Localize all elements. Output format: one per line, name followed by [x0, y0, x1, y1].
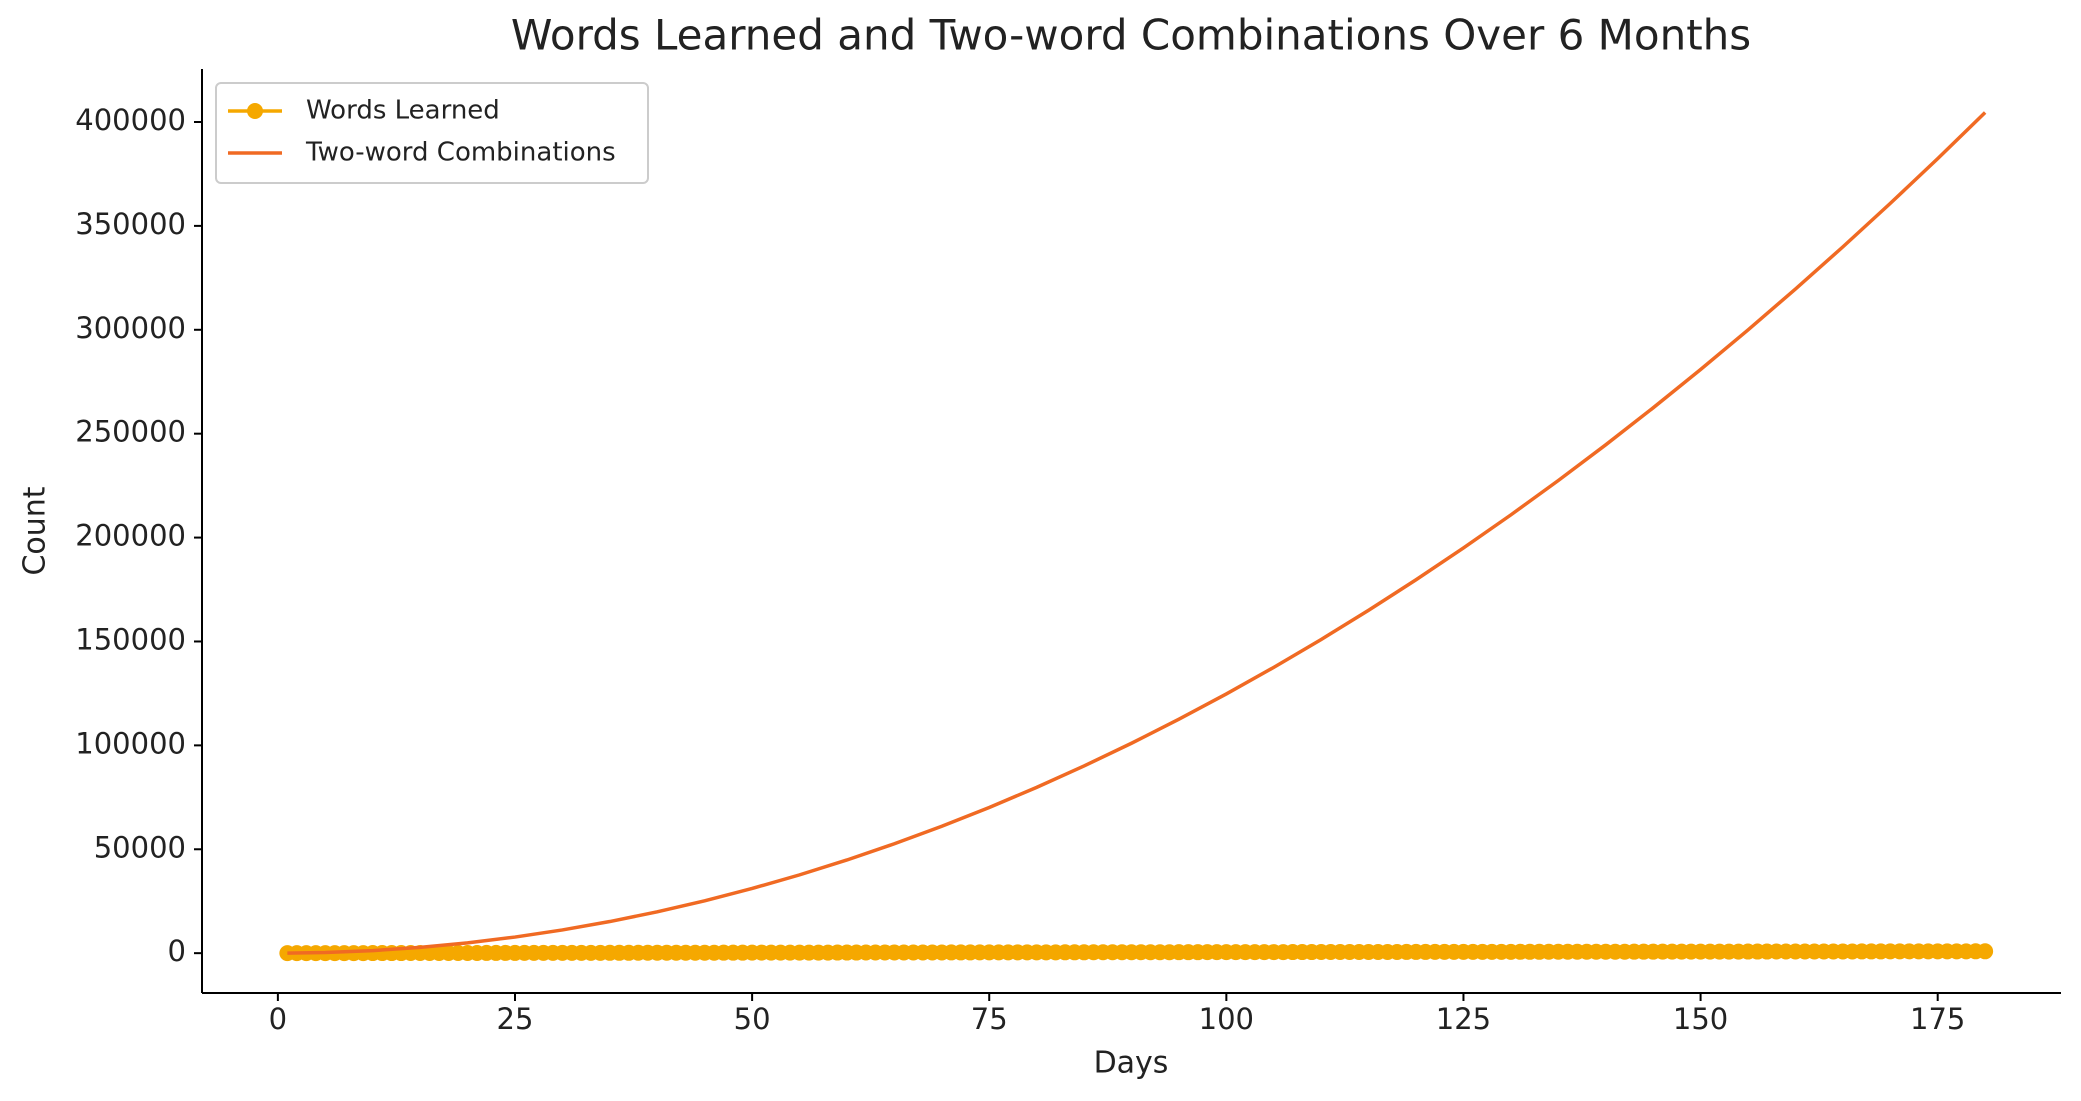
legend-label: Two-word Combinations: [305, 138, 616, 168]
x-axis-label: Days: [1094, 1046, 1169, 1081]
y-tick-label: 400000: [75, 103, 186, 137]
marker: [1977, 943, 1994, 960]
x-tick-label: 0: [269, 1002, 287, 1036]
legend-box: [215, 82, 649, 184]
y-tick-label: 250000: [75, 415, 186, 449]
x-tick-label: 50: [734, 1002, 771, 1036]
y-tick-label: 100000: [75, 726, 186, 760]
y-axis-label: Count: [18, 486, 53, 575]
x-tick-label: 125: [1436, 1002, 1491, 1036]
series-line: [287, 111, 1987, 955]
x-tick-label: 175: [1910, 1002, 1965, 1036]
chart-title: Words Learned and Two-word Combinations …: [511, 11, 1751, 60]
x-tick-label: 100: [1199, 1002, 1254, 1036]
legend-marker: [247, 103, 263, 119]
legend-label: Words Learned: [306, 96, 500, 126]
x-tick-label: 150: [1673, 1002, 1728, 1036]
x-tick-label: 75: [971, 1002, 1008, 1036]
x-tick-label: 25: [497, 1002, 534, 1036]
markers: [279, 943, 1994, 962]
y-tick-label: 150000: [75, 622, 186, 656]
y-tick-label: 350000: [75, 207, 186, 241]
y-tick-label: 50000: [94, 830, 186, 864]
y-tick-label: 200000: [75, 519, 186, 553]
y-tick-label: 300000: [75, 311, 186, 345]
y-tick-label: 0: [168, 934, 186, 968]
